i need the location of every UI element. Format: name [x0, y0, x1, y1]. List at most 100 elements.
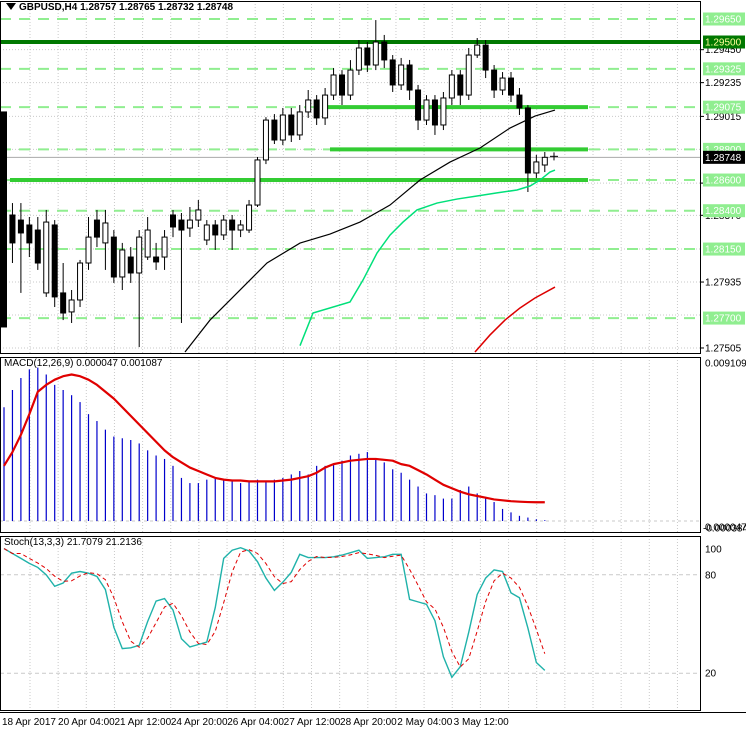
price-level-badge-label: 1.28600 — [705, 176, 742, 187]
stoch-axis-label: 80 — [705, 570, 717, 581]
price-axis[interactable]: 1.294501.292351.290151.285801.283701.279… — [701, 12, 746, 680]
price-level-badge — [703, 35, 745, 49]
candle-bullish — [85, 236, 92, 264]
price-tick-label: 1.27935 — [705, 278, 742, 289]
chart-title: GBPUSD,H4 1.28757 1.28765 1.28732 1.2874… — [19, 2, 234, 13]
price-tick-label: 1.27505 — [705, 343, 742, 354]
candle-bullish — [372, 41, 379, 66]
candle-bearish — [93, 219, 100, 238]
candlesticks — [1, 20, 548, 348]
candle-bearish — [229, 219, 236, 231]
price-level-badge-label: 1.27700 — [705, 314, 742, 325]
price-level-badge — [703, 311, 745, 325]
time-label: 3 May 12:00 — [454, 717, 509, 728]
candle-bullish — [220, 219, 227, 236]
candle-bearish — [457, 74, 464, 96]
candle-bullish — [68, 299, 75, 313]
candle-bullish — [144, 229, 151, 258]
macd-signal-line — [3, 373, 545, 504]
candle-bearish — [34, 229, 41, 264]
candle-bullish — [465, 54, 472, 96]
price-level-badge-label: 1.29500 — [705, 38, 742, 49]
candle-bullish — [322, 94, 329, 119]
price-level-badge — [703, 173, 745, 187]
time-axis[interactable]: 18 Apr 2017 20 Apr 04:00 21 Apr 12:00 24 Ap… — [2, 717, 509, 728]
price-level-badge-label: 1.28800 — [705, 145, 742, 156]
candle-bullish — [355, 47, 362, 71]
macd-indicator-label: MACD(12,26,9) 0.000047 0.001087 — [4, 358, 163, 369]
current-price-badge-label: 1.28748 — [705, 153, 742, 164]
candle-bullish — [347, 69, 354, 96]
candle-bearish — [288, 114, 295, 136]
candle-bullish — [102, 222, 109, 244]
candle-bullish — [246, 204, 253, 231]
candle-bullish — [43, 221, 50, 294]
price-level-badge — [703, 12, 745, 26]
ma-medium-green — [299, 169, 556, 346]
candle-bullish — [541, 156, 548, 166]
price-level-badge — [703, 242, 745, 256]
candle-bearish — [381, 41, 388, 61]
candle-bearish — [51, 224, 58, 298]
candle-bearish — [491, 69, 498, 91]
candle-bearish — [271, 119, 278, 141]
panel-borders — [0, 1, 746, 713]
candle-bullish — [279, 114, 286, 141]
macd-axis-current: 0.000047 — [705, 523, 746, 534]
candle-bearish — [339, 74, 345, 96]
candle-bearish — [212, 224, 219, 236]
candle-bullish — [77, 262, 84, 301]
time-label: 2 May 04:00 — [397, 717, 452, 728]
candle-bullish — [423, 99, 430, 121]
candle-bullish — [296, 111, 303, 136]
price-level-badge — [703, 204, 745, 218]
stoch-axis-label: 100 — [705, 545, 722, 556]
time-label: 18 Apr 2017 — [2, 717, 56, 728]
candle-bearish — [60, 292, 67, 314]
candle-bearish — [178, 219, 185, 231]
price-level-badge — [703, 100, 745, 114]
stoch-main-line — [3, 547, 546, 679]
candle-bearish — [482, 44, 489, 71]
ma-long-red — [474, 286, 556, 353]
stoch-axis-label: 20 — [705, 669, 717, 680]
candle-bearish — [516, 94, 523, 109]
candle-bearish — [110, 236, 117, 278]
crosshair-marker — [550, 152, 558, 161]
price-tick-label: 1.29015 — [705, 112, 742, 123]
candle-bullish — [186, 219, 193, 229]
candle-bearish — [313, 99, 320, 119]
candle-bearish — [364, 47, 371, 66]
candle-bearish — [431, 99, 438, 126]
candle-bearish — [127, 256, 134, 274]
ma-slow-black — [184, 109, 556, 353]
candle-bullish — [119, 249, 126, 278]
symbol-dropdown-icon[interactable] — [6, 3, 16, 10]
candle-bearish — [406, 64, 413, 91]
price-level-badge-label: 1.29075 — [705, 103, 742, 114]
macd-axis-min: -0.000384 — [703, 524, 746, 535]
stoch-signal-line — [3, 548, 546, 668]
price-level-badge-label: 1.28150 — [705, 245, 742, 256]
time-label: 28 Apr 20:00 — [340, 717, 397, 728]
macd-axis-max: 0.009109 — [705, 359, 746, 370]
candle-bullish — [203, 224, 210, 241]
candle-bullish — [195, 209, 202, 221]
time-label: 26 Apr 04:00 — [227, 717, 284, 728]
price-tick-label: 1.29450 — [705, 45, 742, 56]
price-level-badge-label: 1.29650 — [705, 14, 742, 25]
price-level-badge-label: 1.29325 — [705, 64, 742, 75]
price-level-badge — [703, 62, 745, 76]
candle-bullish — [254, 159, 261, 206]
price-tick-label: 1.29235 — [705, 78, 742, 89]
candle-bearish — [9, 214, 16, 244]
time-label: 24 Apr 20:00 — [171, 717, 228, 728]
candle-bullish — [262, 119, 269, 161]
time-label: 21 Apr 12:00 — [114, 717, 171, 728]
time-label: 20 Apr 04:00 — [58, 717, 115, 728]
candle-bullish — [330, 74, 337, 96]
candle-bullish — [161, 236, 168, 258]
